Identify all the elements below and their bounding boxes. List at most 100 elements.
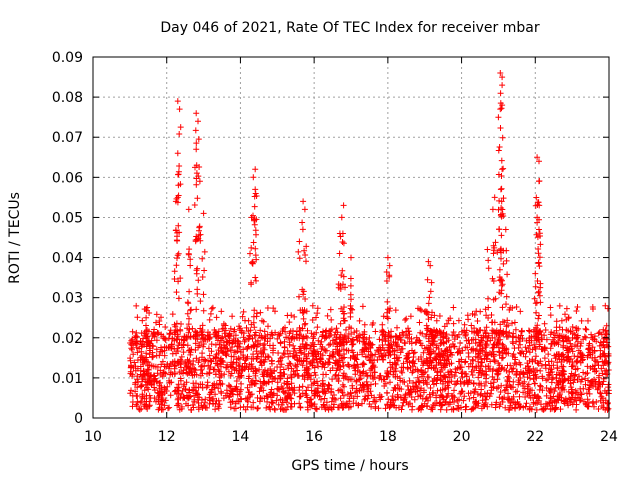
data-point xyxy=(450,329,457,335)
data-point xyxy=(274,364,281,370)
data-point xyxy=(572,395,579,401)
data-point xyxy=(372,351,379,358)
data-point xyxy=(264,398,271,405)
data-point xyxy=(372,380,379,387)
data-point xyxy=(481,401,488,408)
data-point xyxy=(530,372,537,379)
data-point xyxy=(463,327,470,334)
data-point xyxy=(198,329,205,336)
data-point xyxy=(359,303,366,310)
data-point xyxy=(418,367,425,374)
data-point xyxy=(301,376,308,383)
data-point xyxy=(254,355,260,362)
data-point xyxy=(217,337,224,344)
data-point xyxy=(571,353,578,360)
data-point xyxy=(255,405,261,411)
data-point xyxy=(223,387,230,394)
data-point xyxy=(397,349,404,356)
data-point xyxy=(499,350,506,357)
data-point xyxy=(458,356,465,363)
data-point xyxy=(505,322,512,329)
data-point xyxy=(278,383,285,390)
data-point xyxy=(406,350,413,357)
data-point xyxy=(246,361,253,368)
data-point xyxy=(605,400,611,406)
data-point xyxy=(573,406,580,413)
data-point xyxy=(495,114,502,121)
data-point xyxy=(523,337,530,344)
data-point xyxy=(585,346,592,353)
data-point xyxy=(517,403,524,410)
data-point xyxy=(345,335,352,342)
data-point xyxy=(383,269,390,275)
data-point xyxy=(589,363,596,370)
data-point xyxy=(193,267,200,274)
data-point xyxy=(425,300,432,307)
data-point xyxy=(289,333,296,340)
data-point xyxy=(166,379,173,386)
data-point xyxy=(377,346,384,353)
data-point xyxy=(575,391,582,398)
data-point xyxy=(591,354,598,361)
data-point xyxy=(162,397,169,404)
data-point xyxy=(248,365,255,372)
data-point xyxy=(383,373,390,380)
data-point xyxy=(536,395,543,402)
data-point xyxy=(228,370,235,377)
data-point xyxy=(303,333,309,340)
data-point xyxy=(146,398,153,405)
data-point xyxy=(426,348,433,355)
data-point xyxy=(186,288,193,295)
data-point xyxy=(442,385,449,392)
data-point xyxy=(461,393,468,400)
data-point xyxy=(600,341,607,348)
data-point xyxy=(495,370,502,377)
data-point xyxy=(526,339,533,346)
data-point xyxy=(297,404,304,411)
data-point xyxy=(579,376,586,383)
data-point xyxy=(191,371,198,378)
data-point xyxy=(362,393,369,400)
data-point xyxy=(445,384,452,391)
data-point xyxy=(311,379,318,386)
data-point xyxy=(532,270,539,277)
data-point xyxy=(470,380,477,386)
data-point xyxy=(171,321,178,328)
data-point xyxy=(210,355,217,362)
data-point xyxy=(602,406,609,413)
data-point xyxy=(536,312,542,319)
data-point xyxy=(342,402,349,409)
data-point xyxy=(235,373,242,380)
data-point xyxy=(166,404,173,411)
data-point xyxy=(232,332,239,339)
data-point xyxy=(500,195,507,202)
data-point xyxy=(411,396,418,403)
data-point xyxy=(452,381,458,388)
data-point xyxy=(326,382,333,389)
data-point xyxy=(573,335,580,342)
data-point xyxy=(310,335,317,342)
data-point xyxy=(459,328,465,335)
data-point xyxy=(454,378,461,385)
data-point xyxy=(153,346,160,353)
data-point xyxy=(433,344,440,351)
data-point xyxy=(492,295,499,302)
data-point xyxy=(314,305,321,312)
data-point xyxy=(299,226,306,233)
data-point xyxy=(511,354,518,361)
data-point xyxy=(347,310,354,316)
data-point xyxy=(194,195,201,202)
data-point xyxy=(161,384,168,391)
data-point xyxy=(590,398,597,405)
data-point xyxy=(268,329,275,336)
data-point xyxy=(227,347,234,354)
data-point xyxy=(223,364,229,371)
data-point xyxy=(385,396,392,403)
data-point xyxy=(349,347,355,354)
y-tick-label: 0 xyxy=(74,411,83,427)
data-point xyxy=(315,363,322,370)
data-point xyxy=(506,306,513,313)
data-point xyxy=(128,345,135,352)
data-point xyxy=(296,238,303,245)
data-point xyxy=(317,358,324,365)
